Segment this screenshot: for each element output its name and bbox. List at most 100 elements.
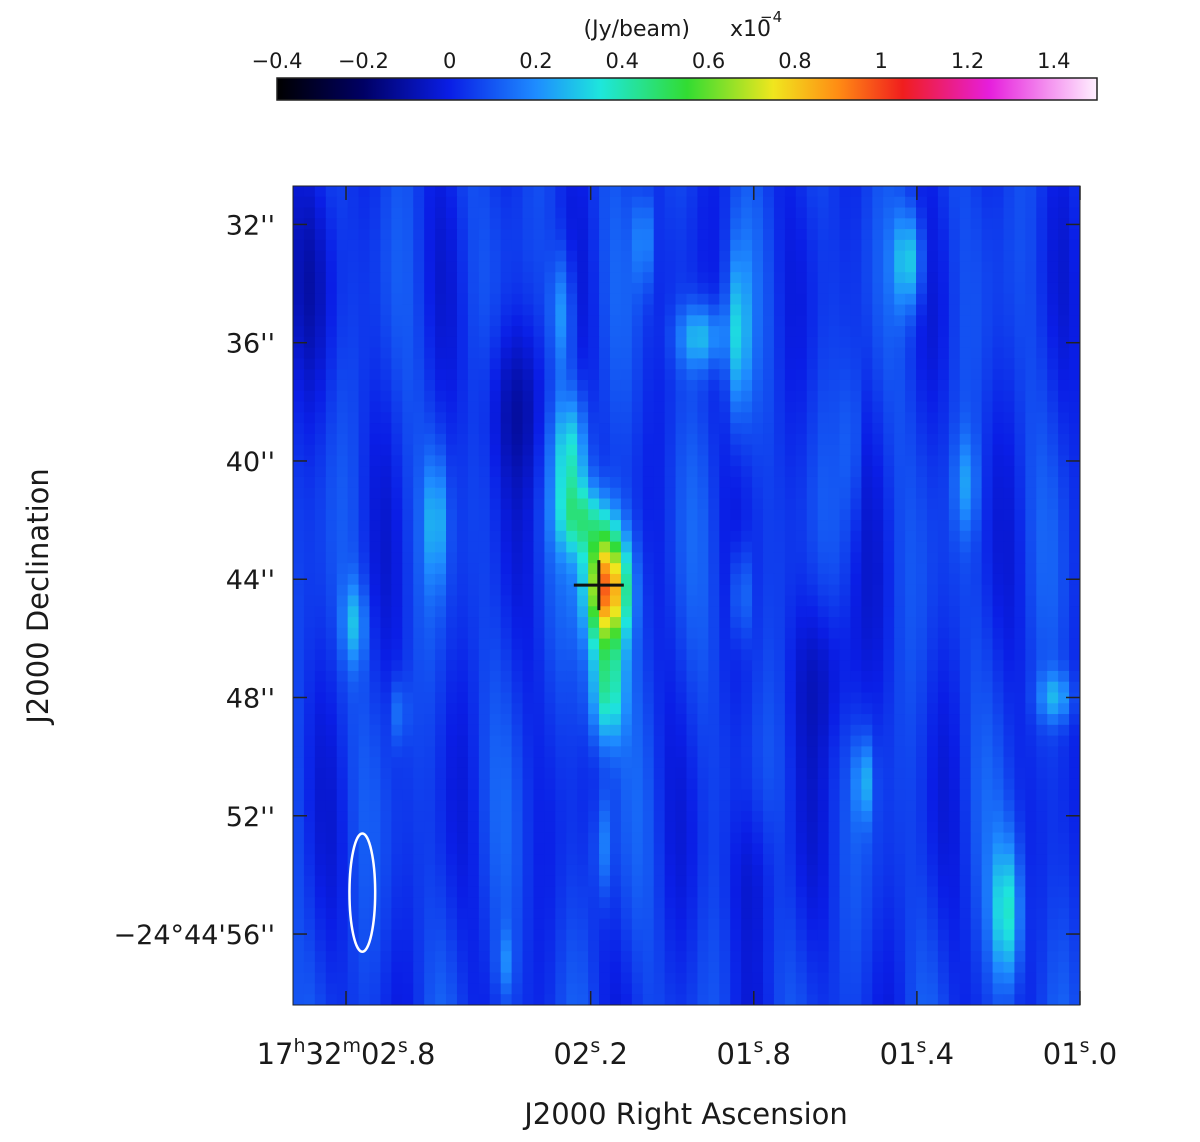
heatmap-cell — [303, 918, 316, 931]
heatmap-cell — [719, 509, 731, 521]
heatmap-cell — [511, 918, 524, 931]
heatmap-cell — [325, 660, 338, 672]
heatmap-cell — [303, 509, 316, 521]
heatmap-cell — [850, 714, 862, 726]
heatmap-cell — [467, 703, 480, 715]
heatmap-cell — [325, 369, 338, 381]
heatmap-cell — [719, 735, 731, 747]
heatmap-cell — [872, 423, 884, 435]
heatmap-cell — [959, 617, 972, 629]
heatmap-cell — [828, 229, 841, 241]
heatmap-cell — [992, 272, 1005, 284]
heatmap-cell — [555, 789, 567, 801]
heatmap-cell — [1003, 724, 1016, 737]
heatmap-cell — [817, 573, 830, 586]
heatmap-cell — [533, 735, 545, 747]
heatmap-cell — [358, 520, 371, 532]
heatmap-cell — [358, 681, 371, 694]
heatmap-cell — [905, 714, 917, 726]
heatmap-cell — [784, 304, 797, 316]
heatmap-cell — [675, 455, 688, 467]
heatmap-cell — [1025, 832, 1037, 844]
heatmap-cell — [642, 595, 655, 607]
heatmap-cell — [653, 498, 666, 510]
heatmap-cell — [1058, 843, 1070, 855]
heatmap-cell — [1058, 315, 1070, 327]
heatmap-cell — [325, 735, 338, 747]
heatmap-cell — [1025, 552, 1037, 564]
heatmap-cell — [566, 304, 578, 316]
heatmap-cell — [752, 229, 764, 241]
heatmap-cell — [992, 563, 1005, 575]
heatmap-cell — [741, 563, 753, 575]
heatmap-cell — [1025, 778, 1037, 791]
heatmap-cell — [478, 358, 491, 370]
heatmap-cell — [894, 649, 906, 661]
heatmap-cell — [631, 552, 644, 564]
heatmap-cell — [599, 821, 611, 834]
heatmap-cell — [391, 908, 403, 920]
heatmap-cell — [467, 466, 480, 478]
heatmap-cell — [1025, 638, 1037, 650]
heatmap-cell — [1014, 735, 1026, 747]
heatmap-cell — [577, 757, 589, 769]
heatmap-cell — [1025, 800, 1037, 812]
heatmap-cell — [303, 606, 316, 618]
heatmap-cell — [708, 498, 720, 510]
heatmap-cell — [1047, 649, 1059, 661]
heatmap-cell — [555, 304, 567, 316]
heatmap-cell — [719, 552, 731, 564]
heatmap-cell — [522, 886, 535, 898]
heatmap-cell — [402, 401, 414, 413]
heatmap-cell — [894, 196, 906, 209]
heatmap-cell — [620, 886, 633, 898]
heatmap-cell — [916, 778, 928, 791]
heatmap-cell — [631, 433, 644, 446]
heatmap-cell — [763, 843, 775, 855]
heatmap-cell — [948, 520, 961, 532]
heatmap-cell — [511, 412, 524, 424]
heatmap-cell — [686, 196, 699, 209]
heatmap-cell — [293, 444, 305, 457]
heatmap-cell — [446, 617, 458, 629]
heatmap-cell — [435, 336, 447, 349]
heatmap-cell — [959, 433, 972, 446]
heatmap-cell — [937, 864, 950, 877]
heatmap-cell — [861, 379, 873, 392]
heatmap-cell — [620, 875, 633, 888]
heatmap-cell — [883, 552, 895, 564]
heatmap-cell — [981, 627, 994, 640]
heatmap-cell — [926, 261, 939, 273]
heatmap-cell — [784, 670, 797, 683]
heatmap-cell — [588, 196, 600, 209]
heatmap-cell — [314, 724, 327, 737]
heatmap-cell — [566, 520, 578, 532]
heatmap-cell — [664, 304, 677, 316]
heatmap-cell — [369, 778, 382, 791]
heatmap-cell — [467, 379, 480, 392]
heatmap-cell — [599, 670, 611, 683]
heatmap-cell — [314, 767, 327, 780]
heatmap-cell — [380, 207, 392, 219]
heatmap-cell — [686, 541, 699, 553]
heatmap-cell — [413, 186, 425, 198]
heatmap-cell — [773, 304, 786, 316]
heatmap-cell — [380, 455, 392, 467]
heatmap-cell — [544, 304, 556, 316]
heatmap-cell — [588, 811, 600, 823]
heatmap-cell — [730, 315, 742, 327]
heatmap-cell — [358, 218, 371, 230]
heatmap-cell — [839, 746, 852, 758]
heatmap-cell — [752, 843, 764, 855]
heatmap-cell — [686, 293, 699, 306]
heatmap-cell — [435, 832, 447, 844]
heatmap-cell — [719, 358, 731, 370]
heatmap-cell — [795, 703, 808, 715]
heatmap-cell — [533, 821, 545, 834]
heatmap-cell — [1014, 789, 1026, 801]
heatmap-cell — [806, 724, 819, 737]
heatmap-cell — [544, 703, 556, 715]
heatmap-cell — [653, 595, 666, 607]
heatmap-cell — [314, 757, 327, 769]
heatmap-cell — [653, 714, 666, 726]
